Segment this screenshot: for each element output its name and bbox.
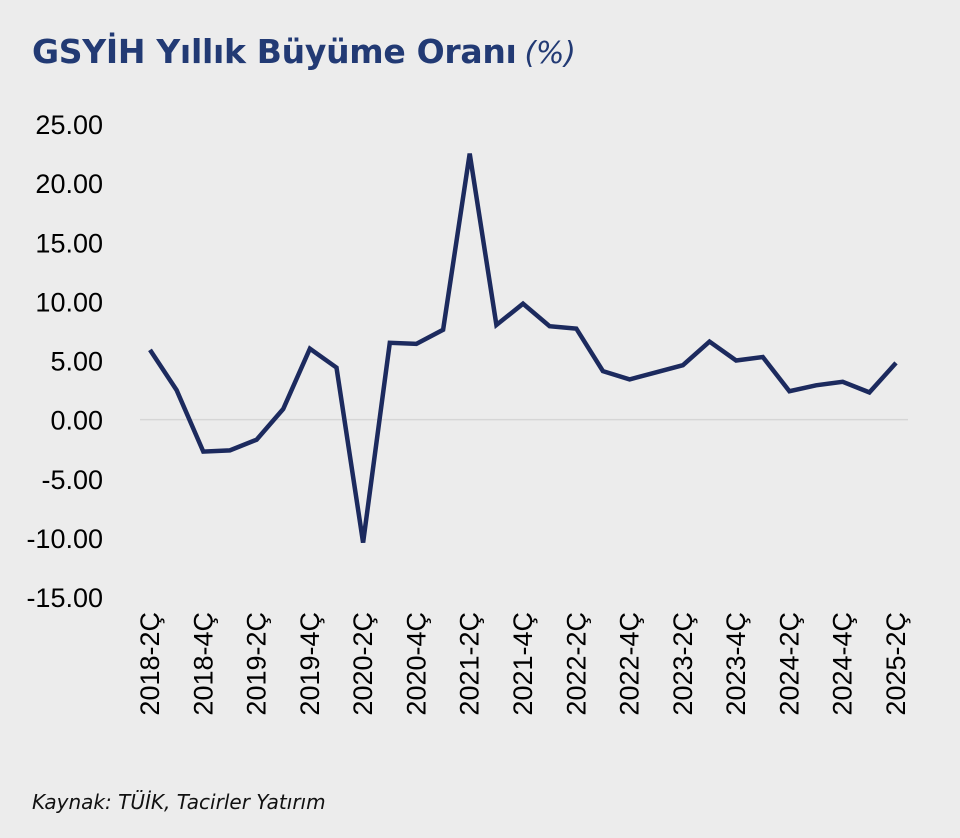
- data-point: [761, 355, 765, 359]
- y-tick-label: -15.00: [26, 583, 103, 613]
- x-tick-label: 2021-4Ç: [508, 612, 538, 716]
- data-point: [708, 340, 712, 344]
- y-tick-label: 0.00: [50, 406, 103, 436]
- x-tick-label: 2022-4Ç: [615, 612, 645, 716]
- data-point: [441, 328, 445, 332]
- x-tick-label: 2021-2Ç: [455, 612, 485, 716]
- data-point: [201, 450, 205, 454]
- y-tick-label: 25.00: [35, 110, 103, 140]
- data-point: [574, 327, 578, 331]
- data-point: [335, 366, 339, 370]
- data-point: [148, 348, 152, 352]
- x-tick-label: 2018-2Ç: [135, 612, 165, 716]
- x-tick-label: 2025-2Ç: [881, 612, 911, 716]
- x-tick-label: 2024-2Ç: [774, 612, 804, 716]
- x-tick-label: 2019-4Ç: [295, 612, 325, 716]
- x-tick-label: 2022-2Ç: [561, 612, 591, 716]
- data-point: [521, 302, 525, 306]
- chart-title: GSYİH Yıllık Büyüme Oranı (%): [32, 32, 576, 71]
- data-point: [787, 389, 791, 393]
- y-tick-label: 20.00: [35, 169, 103, 199]
- data-point: [628, 377, 632, 381]
- growth-line-chart: 25.00 20.00 15.00 10.00 5.00 0.00 -5.00 -10.00 -…: [26, 110, 911, 716]
- y-tick-label: 15.00: [35, 228, 103, 258]
- data-point: [814, 383, 818, 387]
- x-tick-label: 2023-2Ç: [668, 612, 698, 716]
- data-point: [548, 324, 552, 328]
- data-point: [308, 347, 312, 351]
- data-point: [414, 342, 418, 346]
- x-tick-label: 2024-4Ç: [828, 612, 858, 716]
- data-point: [734, 359, 738, 363]
- x-tick-label: 2019-2Ç: [242, 612, 272, 716]
- data-point: [228, 448, 232, 452]
- data-point: [601, 369, 605, 373]
- data-point: [894, 361, 898, 365]
- data-point: [494, 323, 498, 327]
- data-point: [681, 363, 685, 367]
- y-tick-label: 5.00: [50, 347, 103, 377]
- data-point: [867, 390, 871, 394]
- y-tick-label: -5.00: [41, 465, 103, 495]
- data-point: [654, 370, 658, 374]
- x-tick-label: 2020-4Ç: [401, 612, 431, 716]
- x-tick-label: 2018-4Ç: [188, 612, 218, 716]
- chart-title-unit: (%): [524, 36, 576, 71]
- source-note: Kaynak: TÜİK, Tacirler Yatırım: [32, 790, 326, 814]
- chart-title-text: GSYİH Yıllık Büyüme Oranı: [32, 32, 517, 71]
- data-point: [175, 388, 179, 392]
- data-point: [841, 380, 845, 384]
- x-tick-label: 2020-2Ç: [348, 612, 378, 716]
- y-tick-label: 10.00: [35, 287, 103, 317]
- data-point: [281, 407, 285, 411]
- y-tick-label: -10.00: [26, 524, 103, 554]
- data-point: [361, 541, 365, 545]
- x-tick-label: 2023-4Ç: [721, 612, 751, 716]
- gdp-growth-series-line: [148, 153, 898, 543]
- data-point: [468, 152, 472, 156]
- data-point: [388, 341, 392, 345]
- data-point: [255, 438, 259, 442]
